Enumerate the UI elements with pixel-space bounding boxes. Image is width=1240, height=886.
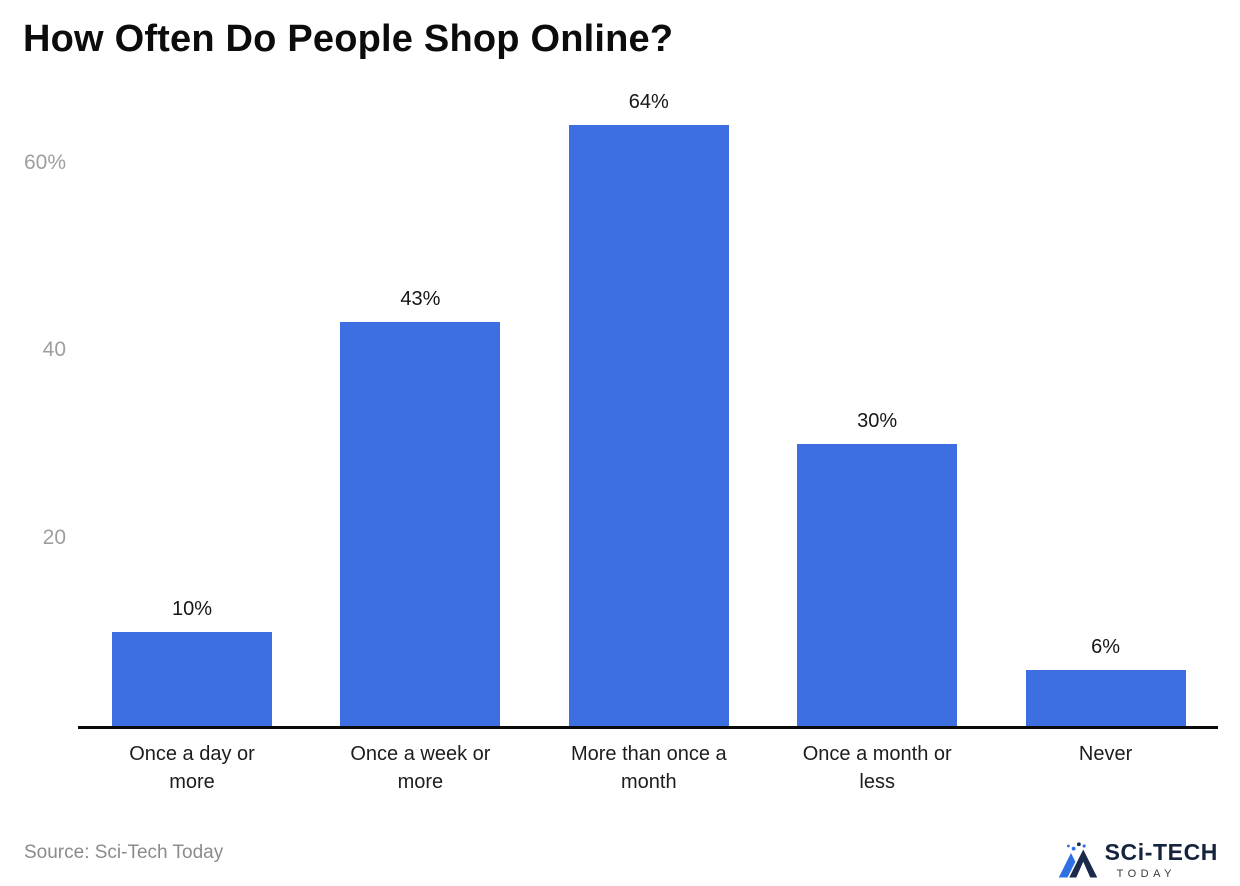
logo-text-sub: TODAY [1116, 867, 1176, 880]
y-tick-label: 20 [42, 526, 66, 550]
bar-value-label: 6% [1091, 636, 1121, 658]
bar-category-label: Once a month or less [802, 743, 952, 793]
sci-tech-logo: SCi-TECH TODAY [1057, 840, 1218, 880]
source-note: Source: Sci-Tech Today [24, 842, 224, 863]
bar-category-label: More than once a month [570, 743, 727, 793]
sci-tech-logo-icon [1058, 842, 1097, 878]
bar-value-label: 43% [400, 288, 441, 310]
bar-category-label: Once a week or more [350, 743, 491, 793]
x-axis-line [78, 726, 1218, 729]
bar-value-label: 64% [628, 91, 669, 113]
bar-category-label: Never [1078, 743, 1133, 765]
y-tick-label: 60% [23, 150, 66, 174]
sci-tech-logo-text: SCi-TECH TODAY [1104, 838, 1218, 880]
bar [340, 322, 501, 726]
bar-category-label: Once a day or more [129, 743, 255, 793]
y-tick-label: 40 [42, 338, 66, 362]
bar [1025, 670, 1186, 726]
bar-value-label: 30% [857, 410, 898, 432]
logo-text-main: SCi-TECH [1104, 838, 1218, 865]
bar [568, 125, 729, 726]
chart-title: How Often Do People Shop Online? [23, 18, 674, 60]
bar [112, 632, 272, 726]
bar-value-label: 10% [171, 598, 213, 620]
bar [797, 444, 958, 726]
